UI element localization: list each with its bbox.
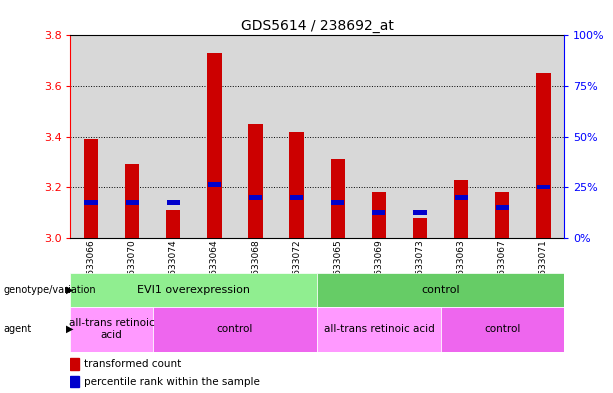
Bar	[523, 35, 564, 238]
Text: EVI1 overexpression: EVI1 overexpression	[137, 285, 250, 295]
Bar	[70, 35, 112, 238]
Bar	[318, 273, 564, 307]
Bar	[318, 307, 441, 352]
Bar	[167, 200, 180, 205]
Bar	[400, 35, 441, 238]
Bar	[330, 159, 345, 238]
Bar	[495, 192, 509, 238]
Bar	[153, 35, 194, 238]
Bar	[289, 132, 304, 238]
Bar	[84, 139, 98, 238]
Bar	[126, 200, 139, 205]
Bar	[70, 307, 153, 352]
Title: GDS5614 / 238692_at: GDS5614 / 238692_at	[241, 19, 394, 33]
Bar	[372, 210, 386, 215]
Bar	[249, 195, 262, 200]
Text: control: control	[421, 285, 460, 295]
Bar	[536, 73, 550, 238]
Bar	[153, 307, 318, 352]
Text: control: control	[484, 324, 520, 334]
Bar	[359, 35, 400, 238]
Bar	[318, 35, 359, 238]
Bar	[441, 307, 564, 352]
Bar	[290, 195, 303, 200]
Text: percentile rank within the sample: percentile rank within the sample	[85, 377, 260, 387]
Bar	[208, 182, 221, 187]
Bar	[70, 376, 79, 387]
Bar	[112, 35, 153, 238]
Bar	[371, 192, 386, 238]
Text: agent: agent	[3, 324, 31, 334]
Bar	[537, 185, 550, 189]
Bar	[441, 35, 482, 238]
Text: ▶: ▶	[66, 324, 74, 334]
Text: control: control	[217, 324, 253, 334]
Bar	[455, 195, 468, 200]
Bar	[235, 35, 276, 238]
Bar	[166, 210, 180, 238]
Bar	[207, 53, 222, 238]
Text: all-trans retinoic
acid: all-trans retinoic acid	[69, 318, 154, 340]
Bar	[70, 273, 318, 307]
Text: transformed count: transformed count	[85, 359, 181, 369]
Bar	[413, 218, 427, 238]
Bar	[194, 35, 235, 238]
Bar	[482, 35, 523, 238]
Bar	[70, 358, 79, 370]
Bar	[331, 200, 345, 205]
Bar	[276, 35, 318, 238]
Bar	[248, 124, 263, 238]
Bar	[454, 180, 468, 238]
Text: ▶: ▶	[66, 285, 74, 295]
Text: genotype/variation: genotype/variation	[3, 285, 96, 295]
Bar	[125, 164, 139, 238]
Bar	[496, 205, 509, 210]
Bar	[85, 200, 97, 205]
Bar	[413, 210, 427, 215]
Text: all-trans retinoic acid: all-trans retinoic acid	[324, 324, 434, 334]
